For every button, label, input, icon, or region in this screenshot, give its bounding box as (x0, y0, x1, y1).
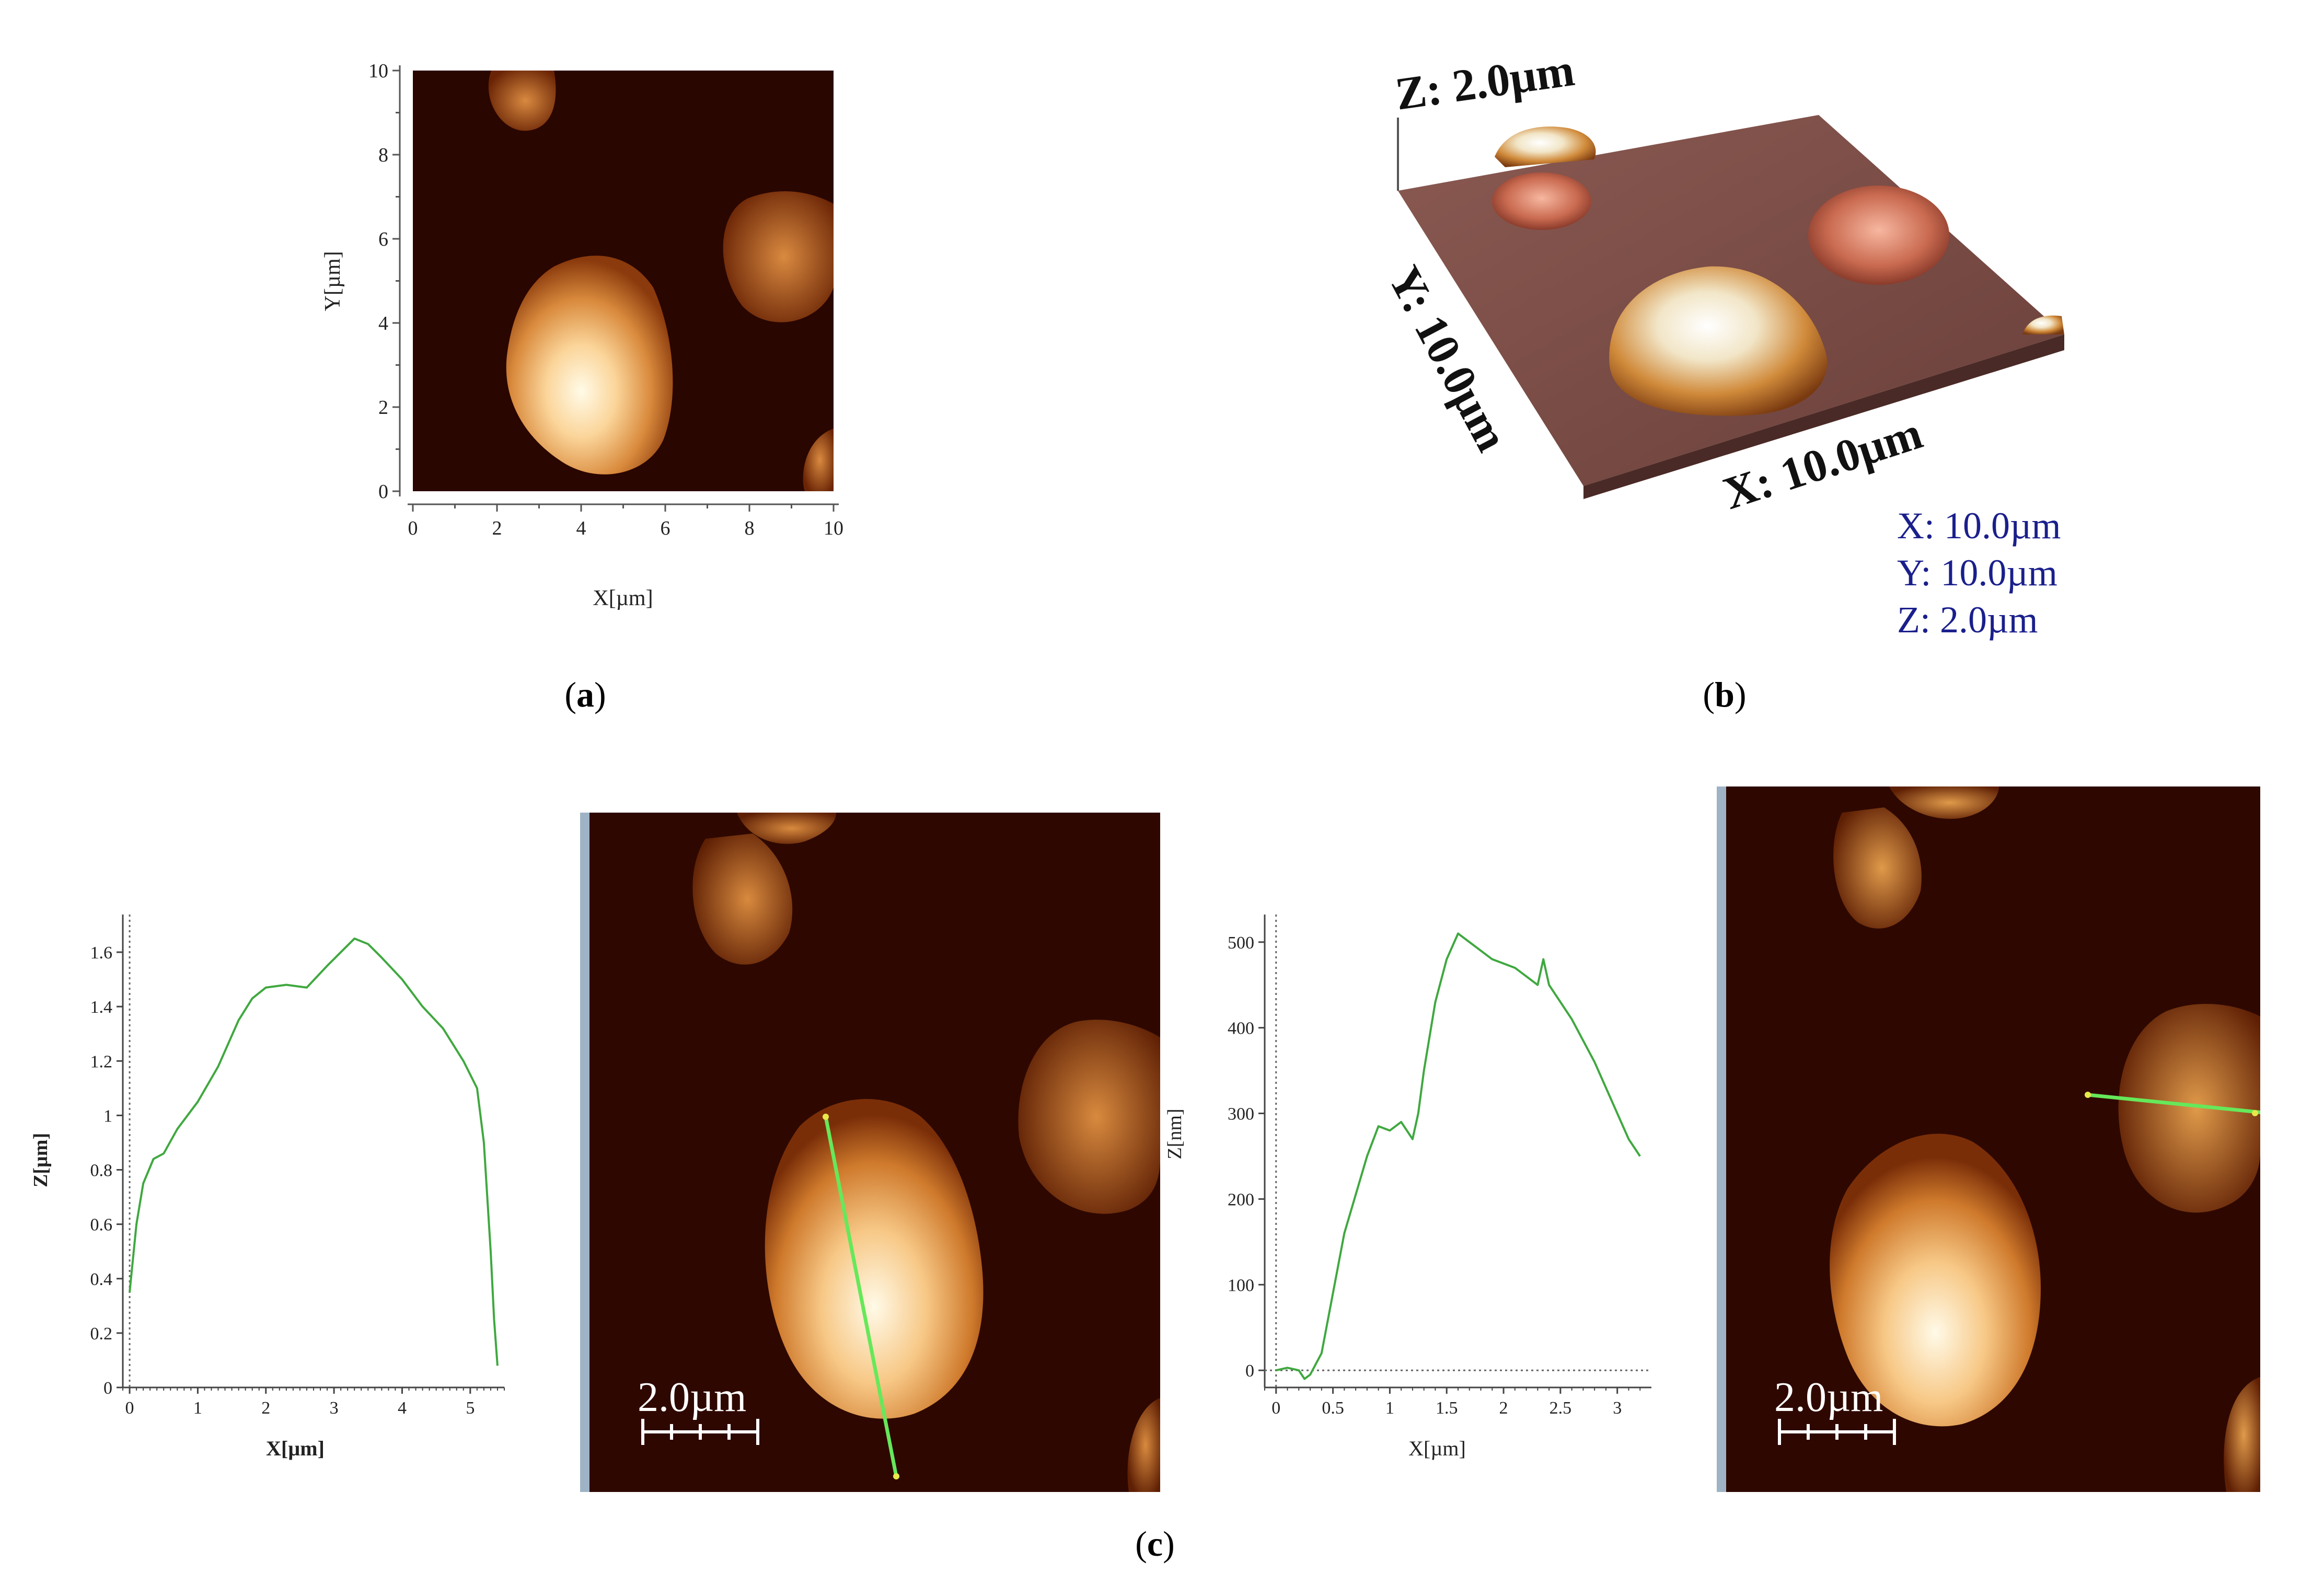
profile-series-line (129, 938, 499, 1366)
legend-z: Z: 2.0µm (1897, 599, 2038, 641)
afm-2-profile-line (2087, 1093, 2260, 1114)
afm-1-particle-top-left (692, 834, 793, 965)
profile-x-tick-label: 1 (1385, 1398, 1394, 1418)
profile-x-tick-label: 2.5 (1550, 1398, 1572, 1418)
profile-x-tick-label: 2 (261, 1398, 270, 1418)
panel-a-x-tick-label: 0 (408, 517, 418, 539)
afm-2-profile-line-end (2252, 1110, 2258, 1116)
afm-1-profile-line-end (823, 1114, 829, 1120)
afm-2-scale-bar (1778, 1419, 1896, 1445)
panel-a-xlabel: X[µm] (593, 586, 653, 610)
afm-1-scale-bar (641, 1419, 759, 1445)
panel-c-afm-image-1: 2.0µm (580, 813, 1160, 1492)
afm-2-left-border (1717, 786, 1726, 1492)
legend-y: Y: 10.0µm (1897, 552, 2057, 594)
afm-1-particle-top-center (737, 813, 836, 844)
panel-a-y-tick-label: 0 (378, 481, 388, 503)
profile-y-tick-label: 300 (1228, 1105, 1254, 1124)
caption-b: (b) (1703, 675, 1747, 714)
profile-y-tick-label: 1 (103, 1106, 112, 1126)
caption-c: (c) (1135, 1524, 1175, 1564)
profile-y-tick-label: 0 (103, 1379, 112, 1398)
panel-b-3d-render: Z: 2.0µm Y: 10.0µm X: 10.0µm X: 10.0µm Y… (1378, 45, 2064, 641)
panel-a-afm-map: X[µm] Y[µm] 0 2 4 6 8 10 0 2 4 6 8 10 (321, 60, 843, 610)
profile-series-line (1276, 932, 1641, 1380)
panel-a-y-tick-label: 10 (368, 60, 388, 82)
profile-x-tick-label: 3 (1613, 1398, 1622, 1418)
profile-y-tick-label: 0.8 (90, 1161, 113, 1181)
profile-x-tick-label: 5 (466, 1398, 475, 1418)
panel-a-ylabel: Y[µm] (321, 251, 345, 311)
panel-a-axes (392, 65, 839, 512)
afm-2-particle-right (2118, 1004, 2260, 1213)
profile-y-tick-label: 0 (1245, 1361, 1254, 1381)
afm-particle-corner (803, 429, 834, 491)
profile-2-ylabel: Z[nm] (1165, 1108, 1186, 1159)
dome-corner (2022, 315, 2064, 334)
profile-y-tick-label: 1.4 (90, 998, 113, 1017)
dome-back-left-low (1492, 172, 1591, 230)
afm-particle-small-top (488, 71, 556, 131)
profile-y-tick-label: 500 (1228, 933, 1254, 953)
afm-1-scale-bar-label: 2.0µm (638, 1374, 746, 1420)
panel-c-afm-image-2: 2.0µm (1717, 786, 2260, 1492)
profile-x-tick-label: 0 (125, 1398, 134, 1418)
panel-a-y-tick-label: 4 (378, 313, 388, 334)
caption-a: (a) (564, 675, 606, 714)
profile-x-tick-label: 1 (193, 1398, 202, 1418)
profile-x-tick-label: 1.5 (1436, 1398, 1458, 1418)
profile-2-xlabel: X[µm] (1408, 1437, 1466, 1460)
surface-front-edge (1583, 334, 2064, 499)
profile-x-tick-label: 0 (1271, 1398, 1280, 1418)
panel-a-x-tick-label: 8 (745, 517, 755, 539)
afm-1-particle-corner (1127, 1398, 1160, 1492)
profile-y-tick-label: 0.6 (90, 1216, 113, 1235)
panel-c-profile-1: Z[µm] X[µm] 0 1 2 3 4 5 0 0.2 0.4 0.6 0.8 1 1.2 1.4 1.… (31, 915, 505, 1460)
afm-1-profile-line-start (893, 1473, 899, 1479)
afm-1-particle-main (765, 1098, 984, 1419)
afm-particle-right (723, 191, 834, 322)
profile-x-tick-label: 2 (1499, 1398, 1508, 1418)
profile-x-tick-label: 3 (330, 1398, 339, 1418)
dome-right (1808, 186, 1949, 285)
afm-1-particle-right (1018, 1020, 1160, 1214)
dome-back-left (1495, 126, 1596, 167)
panel-a-y-tick-label: 8 (378, 144, 388, 166)
profile-y-tick-label: 100 (1228, 1276, 1254, 1295)
dome-main (1609, 266, 1828, 416)
profile-1-ylabel: Z[µm] (31, 1133, 52, 1187)
afm-1-left-border (580, 813, 589, 1492)
profile-y-tick-label: 1.6 (90, 943, 113, 963)
profile-y-tick-label: 0.2 (90, 1324, 113, 1344)
legend-x: X: 10.0µm (1897, 505, 2061, 547)
afm-2-scale-bar-label: 2.0µm (1774, 1374, 1883, 1420)
profile-x-tick-label: 4 (398, 1398, 407, 1418)
panel-a-x-tick-label: 2 (492, 517, 502, 539)
afm-2-particle-top-left (1833, 807, 1922, 929)
panel-a-x-tick-label: 4 (576, 517, 586, 539)
afm-particle-main (506, 256, 673, 475)
afm-2-particle-corner (2224, 1377, 2260, 1492)
profile-y-tick-label: 1.2 (90, 1052, 113, 1071)
profile-1-xlabel: X[µm] (266, 1437, 325, 1460)
panel-a-y-tick-label: 2 (378, 397, 388, 419)
profile-y-tick-label: 0.4 (90, 1270, 113, 1289)
afm-2-profile-line-start (2085, 1092, 2091, 1098)
afm-2-particle-main (1830, 1133, 2041, 1427)
afm-1-profile-line (824, 1116, 898, 1477)
panel-c-profile-2: Z[nm] X[µm] 0 0.5 1 1.5 2 2.5 3 0 100 200 300 400 50… (1165, 915, 1651, 1460)
panel-a-x-tick-label: 10 (824, 517, 843, 539)
profile-y-tick-label: 200 (1228, 1190, 1254, 1209)
panel-a-x-tick-label: 6 (661, 517, 670, 539)
afm-2-particle-top-center (1889, 786, 1999, 819)
profile-x-tick-label: 0.5 (1322, 1398, 1344, 1418)
panel-a-y-tick-label: 6 (378, 228, 388, 250)
profile-y-tick-label: 400 (1228, 1019, 1254, 1038)
axis-z-label: Z: 2.0µm (1392, 45, 1577, 120)
